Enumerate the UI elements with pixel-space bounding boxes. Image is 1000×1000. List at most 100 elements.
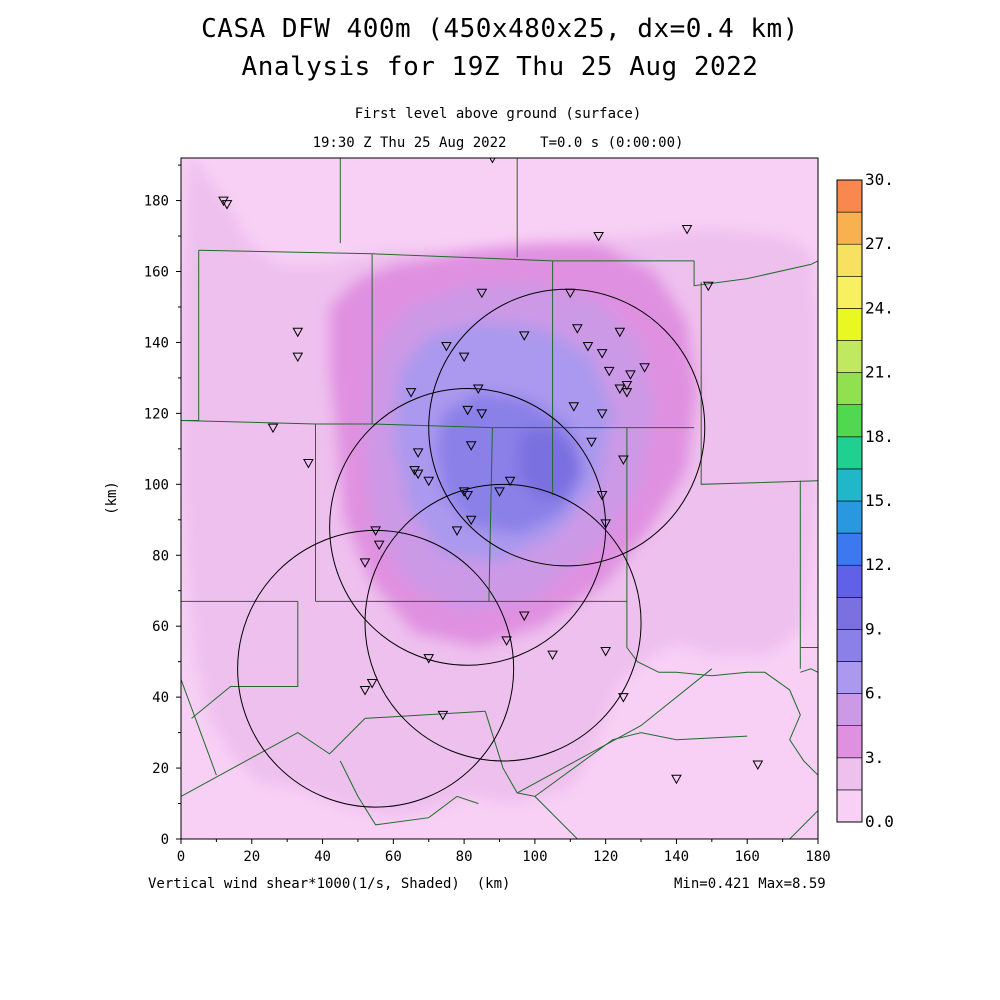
colorbar-swatch bbox=[836, 340, 863, 373]
colorbar-label: 12. bbox=[865, 555, 894, 574]
station-marker bbox=[476, 409, 488, 419]
county-boundary bbox=[198, 249, 373, 255]
colorbar-frame bbox=[836, 179, 863, 823]
x-tick-label: 60 bbox=[385, 849, 402, 865]
station-marker bbox=[614, 327, 626, 338]
x-tick-label: 160 bbox=[735, 849, 760, 865]
station-marker bbox=[423, 654, 435, 664]
station-marker bbox=[501, 636, 512, 646]
station-marker bbox=[373, 540, 385, 551]
station-marker bbox=[518, 611, 530, 622]
station-marker bbox=[518, 331, 530, 341]
station-marker bbox=[462, 405, 474, 416]
colorbar-swatch bbox=[836, 693, 863, 726]
chart-subtitle: First level above ground (surface) bbox=[354, 106, 642, 122]
y-tick-label: 80 bbox=[152, 548, 169, 564]
radar-range-ring bbox=[237, 529, 515, 808]
y-tick-label: 160 bbox=[144, 265, 169, 281]
y-axis: 0 20 40 60 80 100 120 140 160 180 bbox=[144, 164, 181, 848]
station-marker bbox=[639, 363, 650, 373]
colorbar-label: 6. bbox=[865, 684, 884, 703]
station-marker bbox=[370, 526, 381, 536]
x-tick-label: 180 bbox=[805, 849, 830, 865]
y-tick-label: 0 bbox=[161, 832, 169, 848]
colorbar-swatch bbox=[836, 179, 863, 213]
county-boundary bbox=[789, 810, 818, 839]
county-boundary bbox=[700, 282, 818, 485]
colorbar-label: 24. bbox=[865, 298, 894, 317]
chart-time-label: 19:30 Z Thu 25 Aug 2022 T=0.0 s (0:00:00… bbox=[312, 135, 684, 151]
county-boundary bbox=[488, 427, 493, 602]
station-marker bbox=[681, 224, 693, 235]
station-marker bbox=[472, 384, 484, 395]
x-tick-label: 40 bbox=[314, 849, 331, 865]
county-boundary bbox=[191, 601, 299, 719]
station-marker bbox=[504, 476, 516, 487]
x-axis: 0 20 40 60 80 100 120 140 160 180 bbox=[177, 839, 831, 865]
station-marker bbox=[267, 423, 279, 434]
station-marker bbox=[625, 370, 636, 380]
station-marker bbox=[465, 441, 477, 451]
y-tick-label: 40 bbox=[152, 690, 169, 706]
station-marker bbox=[412, 469, 424, 480]
station-marker bbox=[614, 384, 626, 395]
station-marker bbox=[441, 341, 452, 352]
x-tick-label: 0 bbox=[177, 849, 185, 865]
colorbar-swatch bbox=[836, 757, 863, 791]
min-max-label: Min=0.421 Max=8.59 bbox=[674, 876, 826, 892]
station-marker bbox=[303, 459, 314, 469]
station-marker bbox=[568, 402, 580, 412]
county-boundary bbox=[339, 760, 479, 826]
colorbar-label: 27. bbox=[865, 234, 894, 253]
station-marker bbox=[752, 760, 764, 771]
county-boundary bbox=[372, 423, 695, 429]
station-marker bbox=[437, 710, 449, 721]
x-tick-label: 120 bbox=[593, 849, 618, 865]
station-marker bbox=[547, 650, 558, 661]
colorbar-swatch bbox=[836, 789, 863, 823]
station-marker bbox=[412, 448, 424, 458]
station-marker bbox=[572, 324, 583, 334]
county-boundary bbox=[626, 647, 818, 776]
station-marker bbox=[292, 352, 304, 363]
station-marker bbox=[292, 327, 304, 338]
colorbar-swatch bbox=[836, 372, 863, 406]
station-marker bbox=[405, 388, 417, 398]
county-boundary bbox=[534, 796, 578, 839]
station-marker bbox=[564, 288, 576, 299]
colorbar-swatch bbox=[836, 404, 863, 438]
county-boundary bbox=[517, 732, 748, 797]
x-axis-caption: Vertical wind shear*1000(1/s, Shaded) (k… bbox=[148, 876, 511, 892]
station-marker bbox=[366, 678, 378, 689]
station-marker bbox=[221, 200, 233, 210]
colorbar-swatch bbox=[836, 532, 863, 566]
shading-region-max bbox=[517, 427, 581, 499]
chart-title-line-2: Analysis for 19Z Thu 25 Aug 2022 bbox=[241, 52, 759, 82]
colorbar-label: 30. bbox=[865, 170, 894, 189]
colorbar-label: 9. bbox=[865, 619, 884, 638]
station-marker bbox=[593, 232, 604, 242]
x-tick-label: 140 bbox=[664, 849, 689, 865]
station-marker bbox=[702, 281, 714, 292]
station-marker bbox=[586, 437, 597, 448]
station-marker bbox=[458, 352, 470, 363]
station-marker bbox=[621, 388, 633, 398]
station-marker bbox=[671, 774, 682, 785]
county-boundary bbox=[800, 668, 818, 673]
station-marker bbox=[494, 487, 505, 497]
colorbar-label: 3. bbox=[865, 748, 884, 767]
station-marker bbox=[465, 515, 477, 526]
colorbar-swatch bbox=[836, 468, 863, 502]
y-tick-label: 180 bbox=[144, 194, 169, 210]
station-marker bbox=[359, 558, 371, 568]
y-tick-label: 20 bbox=[152, 761, 169, 777]
station-marker bbox=[596, 349, 608, 359]
radar-range-ring bbox=[364, 483, 642, 762]
colorbar-label: 0.0 bbox=[865, 812, 894, 831]
colorbar-label: 21. bbox=[865, 363, 894, 382]
station-marker bbox=[600, 519, 612, 529]
county-boundary bbox=[181, 710, 486, 797]
colorbar-swatch bbox=[836, 725, 863, 759]
station-marker bbox=[476, 288, 488, 299]
station-marker bbox=[423, 476, 435, 487]
